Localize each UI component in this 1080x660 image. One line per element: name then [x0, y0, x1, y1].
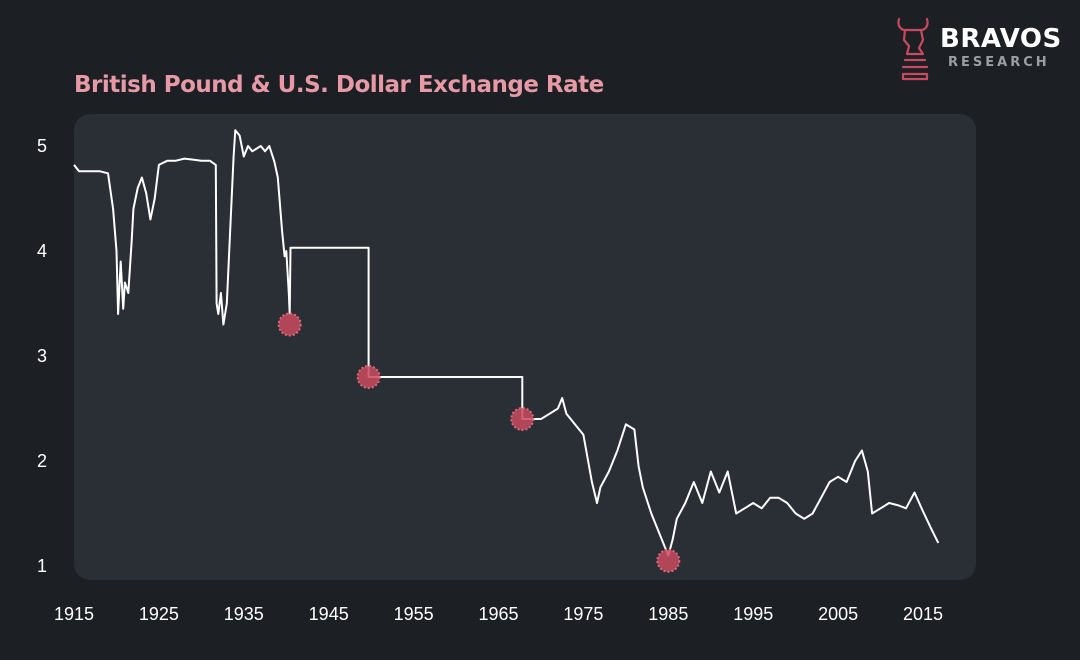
highlight-marker	[656, 548, 681, 573]
x-tick-label: 1975	[563, 604, 603, 624]
highlight-marker	[356, 365, 381, 389]
x-tick-label: 1915	[54, 604, 94, 624]
x-tick-label: 1935	[224, 604, 264, 624]
plot-panel	[74, 114, 976, 580]
bravos-research-logo: BRAVOS RESEARCH	[893, 14, 1063, 84]
bull-chess-knight-icon	[897, 17, 929, 81]
y-tick-label: 1	[37, 556, 47, 576]
x-tick-label: 1985	[648, 604, 688, 624]
highlight-marker	[510, 407, 535, 431]
x-tick-label: 1955	[394, 604, 434, 624]
exchange-rate-line	[73, 129, 940, 557]
x-tick-label: 1945	[309, 604, 349, 624]
y-tick-label: 2	[37, 451, 47, 471]
y-tick-label: 5	[37, 136, 47, 156]
x-tick-label: 1925	[139, 604, 179, 624]
highlight-marker	[277, 312, 302, 337]
x-tick-label: 1965	[478, 604, 518, 624]
x-tick-label: 1995	[733, 604, 773, 624]
chart-title: British Pound & U.S. Dollar Exchange Rat…	[74, 72, 604, 98]
logo-brand-text: BRAVOS	[940, 24, 1062, 54]
x-tick-label: 2005	[818, 604, 858, 624]
logo-sub-text: RESEARCH	[948, 55, 1050, 70]
x-axis-ticks: 1915 1925 1935 1945 1955 1965 1975 1985 1995 2005…	[54, 604, 943, 624]
y-tick-label: 4	[37, 241, 47, 261]
y-tick-label: 3	[37, 346, 47, 366]
highlight-markers	[277, 312, 681, 573]
x-tick-label: 2015	[903, 604, 943, 624]
y-axis-ticks: 1 2 3 4 5	[37, 136, 47, 576]
